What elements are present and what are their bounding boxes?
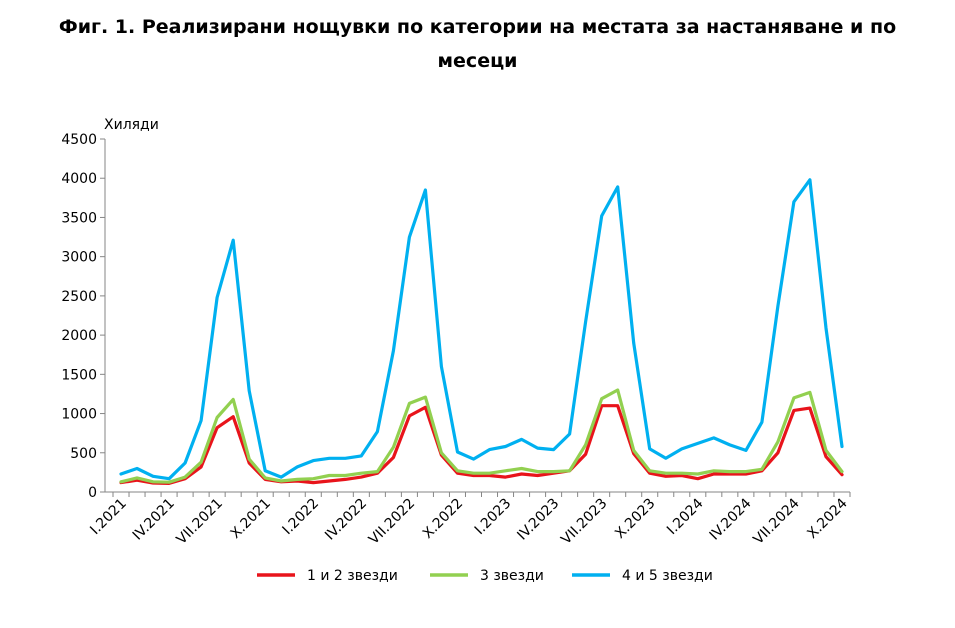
- x-tick-label: X.2021: [228, 496, 274, 542]
- y-tick-label: 1500: [61, 367, 97, 383]
- chart-title: Фиг. 1. Реализирани нощувки по категории…: [0, 10, 955, 78]
- y-unit-label: Хиляди: [104, 117, 159, 133]
- x-tick-label: VII.2022: [366, 496, 418, 548]
- x-tick-label: IV.2021: [130, 496, 178, 544]
- y-tick-label: 3000: [61, 250, 97, 266]
- x-tick-label: IV.2024: [707, 495, 755, 543]
- x-tick-label: VII.2021: [174, 496, 226, 548]
- x-tick-label: VII.2024: [750, 495, 802, 547]
- chart-legend: 1 и 2 звезди 3 звезди 4 и 5 звезди: [257, 568, 713, 584]
- x-tick-label: I.2023: [472, 496, 515, 539]
- y-tick-label: 4000: [61, 171, 97, 187]
- y-tick-label: 3500: [61, 210, 97, 226]
- y-tick-label: 2500: [61, 289, 97, 305]
- x-tick-label: I.2024: [664, 495, 707, 538]
- y-tick-label: 2000: [61, 328, 97, 344]
- legend-label-2: 3 звезди: [480, 568, 544, 584]
- x-tick-label: I.2021: [87, 496, 130, 539]
- y-tick-label: 500: [70, 446, 97, 462]
- y-tick-label: 0: [88, 485, 97, 501]
- chart-axes: Хиляди 0 500 1000 1500 2000 2500 3000 3500 4000 45…: [61, 117, 851, 548]
- y-tick-label: 1000: [61, 407, 97, 423]
- x-tick-label: X.2022: [420, 496, 466, 542]
- x-tick-label: I.2022: [280, 496, 323, 539]
- x-tick-label: X.2024: [804, 495, 851, 542]
- x-tick-label: VII.2023: [558, 496, 610, 548]
- legend-label-3: 4 и 5 звезди: [622, 568, 713, 584]
- x-tick-label: IV.2023: [514, 496, 562, 544]
- chart-title-line-1: Фиг. 1. Реализирани нощувки по категории…: [58, 16, 897, 38]
- chart-series-lines: [119, 178, 844, 485]
- series-line-2: [119, 388, 844, 484]
- legend-label-1: 1 и 2 звезди: [307, 568, 398, 584]
- chart-title-line-2: месеци: [437, 50, 518, 72]
- series-line-3: [119, 178, 844, 481]
- y-tick-label: 4500: [61, 132, 97, 148]
- series-line-1: [119, 404, 844, 485]
- x-tick-label: IV.2022: [322, 496, 370, 544]
- x-tick-label: X.2023: [612, 496, 658, 542]
